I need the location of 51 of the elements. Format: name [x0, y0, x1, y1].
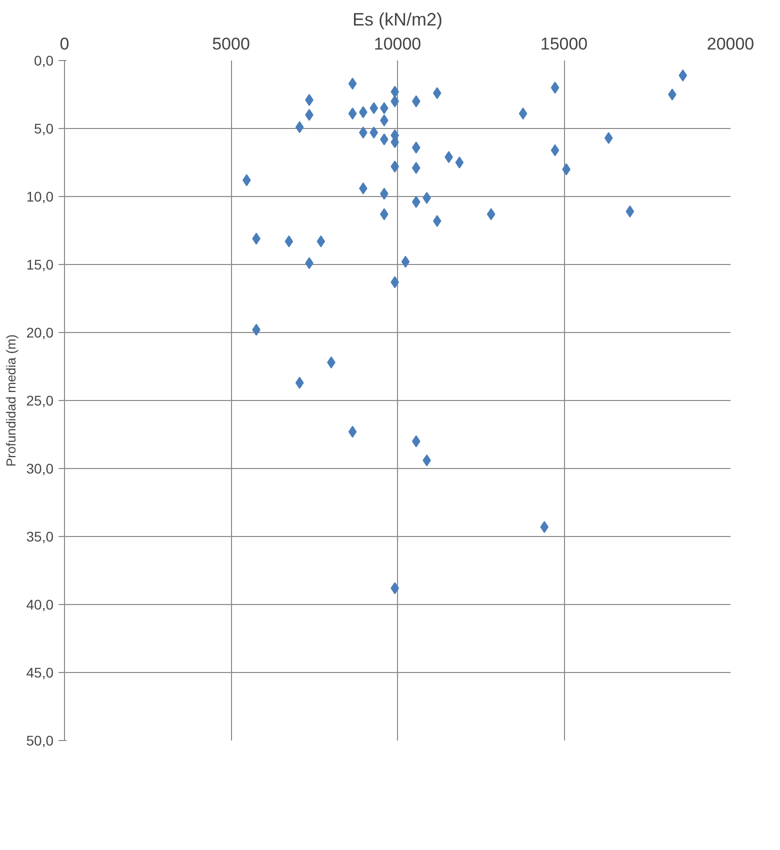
y-axis-title: Profundidad media (m): [3, 334, 18, 467]
point: [668, 88, 676, 100]
point: [316, 235, 326, 248]
x-tick-label: 0: [60, 34, 70, 54]
point: [390, 160, 400, 173]
x-tick-label: 15000: [540, 34, 588, 54]
y-tick-label: 45,0: [26, 664, 54, 680]
point: [390, 86, 400, 98]
point: [432, 214, 442, 227]
point: [284, 235, 294, 248]
x-tick-label: 10000: [374, 34, 422, 54]
point: [390, 276, 400, 288]
point: [370, 102, 378, 114]
point: [626, 205, 634, 218]
point: [412, 162, 420, 174]
point: [412, 196, 420, 208]
point: [412, 435, 420, 448]
x-tick-label: 5000: [212, 34, 250, 54]
y-tick-label: 15,0: [26, 256, 54, 272]
point: [432, 87, 442, 100]
y-tick-label: 40,0: [26, 596, 54, 612]
y-tick-label: 50,0: [26, 732, 54, 748]
y-tick-label: 35,0: [26, 528, 54, 544]
point: [390, 582, 400, 594]
point: [550, 144, 560, 156]
point: [550, 82, 560, 94]
point: [486, 208, 496, 220]
point: [348, 78, 357, 90]
point: [390, 95, 400, 108]
point: [242, 174, 251, 186]
y-tick-label: 10,0: [26, 188, 54, 204]
point: [604, 132, 613, 144]
y-tick-label: 0,0: [34, 52, 54, 68]
point: [518, 108, 528, 120]
y-tick-label: 20,0: [26, 324, 54, 340]
point: [412, 142, 420, 154]
y-tick-label: 5,0: [34, 120, 54, 136]
point: [401, 256, 410, 268]
point: [348, 108, 357, 120]
x-axis-title: Es (kN/m2): [352, 10, 442, 30]
y-tick-label: 30,0: [26, 460, 54, 476]
point: [348, 426, 357, 438]
point: [412, 95, 420, 108]
x-tick-label: 20000: [706, 34, 754, 54]
point: [455, 156, 464, 168]
point: [370, 126, 378, 139]
point: [295, 376, 304, 389]
point: [678, 69, 688, 82]
point: [295, 121, 304, 134]
point: [540, 520, 549, 533]
y-tick-label: 25,0: [26, 392, 54, 408]
